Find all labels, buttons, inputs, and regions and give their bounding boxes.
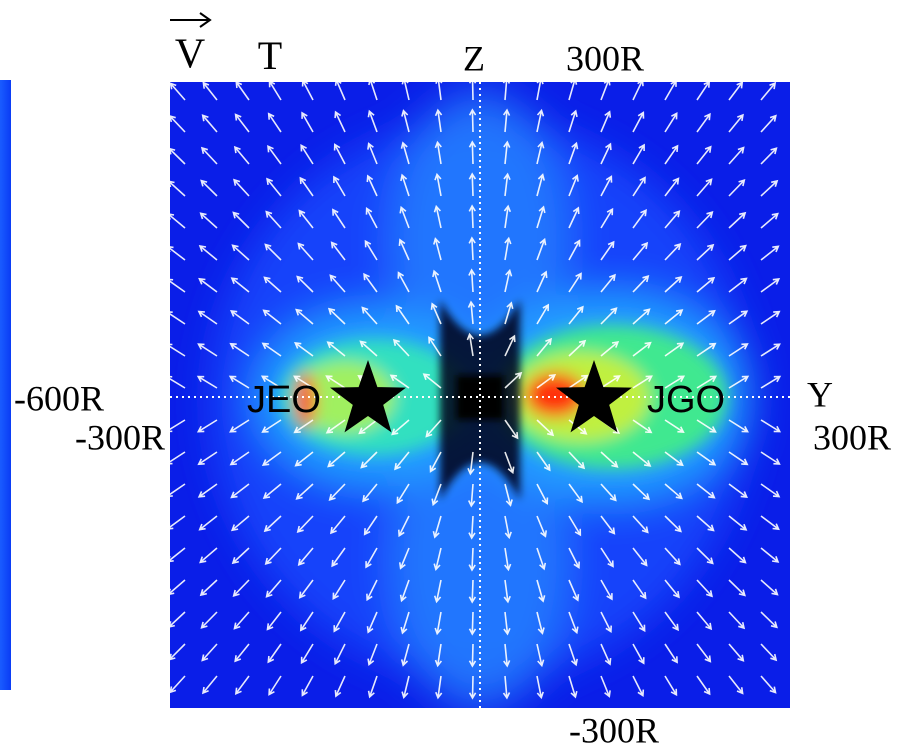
z-axis-label: Z bbox=[463, 38, 485, 78]
bottom-scale-label: -300R bbox=[569, 710, 659, 750]
left-outer-scale-label: -600R bbox=[14, 378, 104, 418]
y-axis-label: Y bbox=[807, 374, 833, 414]
moon-label-left: JEO bbox=[247, 379, 321, 421]
figure: V T Z 300R -600R -300R JEO JGO Y 300R -3… bbox=[0, 0, 914, 753]
velocity-vector-arrow bbox=[170, 13, 210, 27]
left-inner-scale-label: -300R bbox=[75, 417, 165, 457]
page: {"labels": { "velocity": "V", "t_axis": … bbox=[0, 0, 914, 753]
adjacent-panel-strip bbox=[0, 80, 11, 690]
top-scale-label: 300R bbox=[566, 38, 644, 78]
right-scale-label: 300R bbox=[813, 417, 891, 457]
velocity-label: V bbox=[175, 32, 205, 78]
moon-label-right: JGO bbox=[647, 379, 725, 421]
t-axis-label: T bbox=[258, 33, 282, 78]
